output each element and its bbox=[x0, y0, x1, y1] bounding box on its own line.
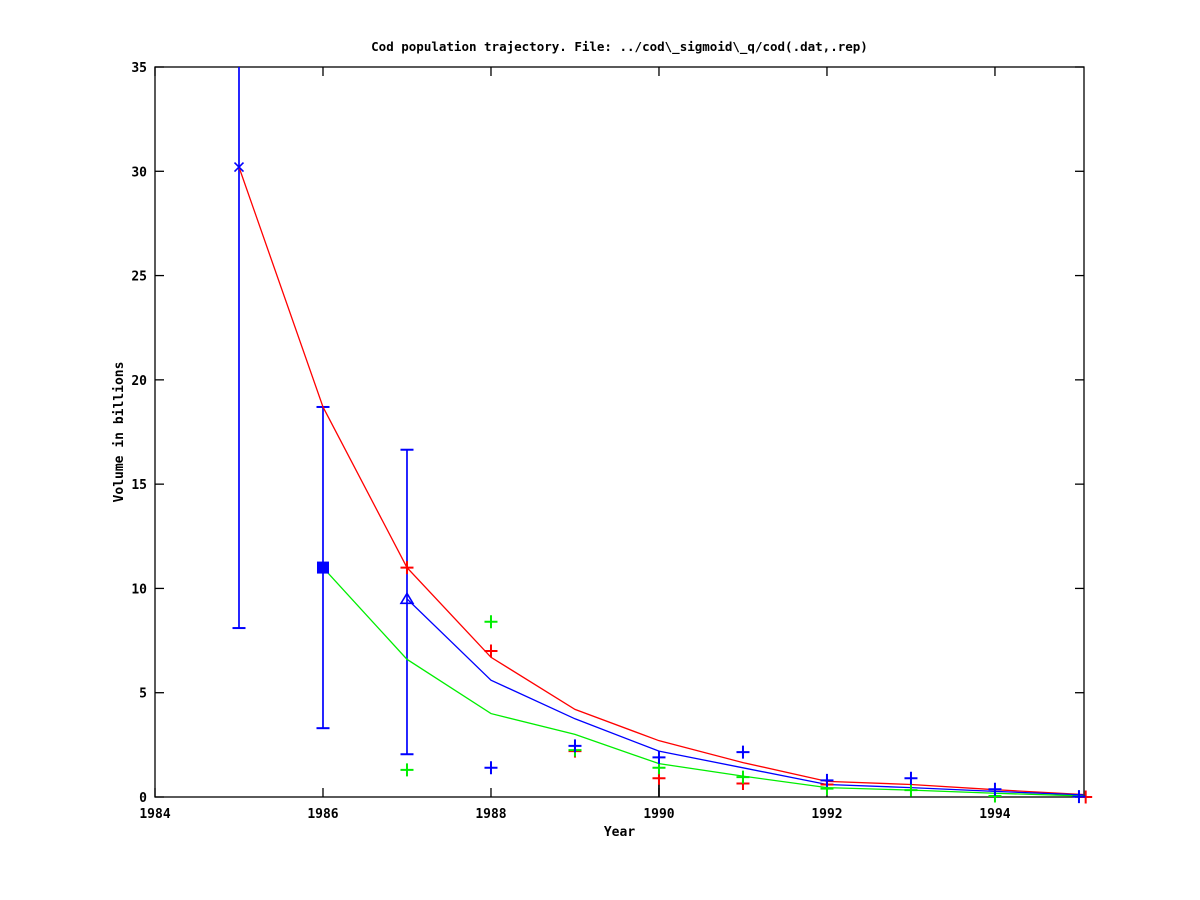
plus-marker bbox=[904, 783, 918, 797]
y-tick-label: 30 bbox=[131, 165, 147, 180]
plus-marker bbox=[484, 644, 498, 658]
y-tick-label: 10 bbox=[131, 582, 147, 597]
y-tick-label: 25 bbox=[131, 270, 147, 285]
x-tick-label: 1990 bbox=[643, 807, 674, 822]
y-axis-label: Volume in billions bbox=[112, 362, 127, 503]
error-bar-1985 bbox=[232, 67, 246, 630]
plus-marker bbox=[400, 561, 414, 575]
x-tick-label: 1986 bbox=[307, 807, 338, 822]
red-plus-points bbox=[400, 561, 1093, 804]
blue-plus-points bbox=[484, 739, 1086, 804]
filled-square-marker bbox=[316, 561, 329, 574]
plus-marker bbox=[400, 763, 414, 777]
x-tick-label: 1984 bbox=[139, 807, 170, 822]
error-bar-1987 bbox=[400, 448, 414, 756]
chart-title: Cod population trajectory. File: ../cod\… bbox=[371, 39, 868, 55]
plus-marker bbox=[736, 770, 750, 784]
plus-marker bbox=[820, 773, 834, 787]
open-triangle-marker bbox=[399, 591, 415, 605]
plus-marker bbox=[1072, 790, 1086, 804]
error-bar-marker-1985 bbox=[233, 162, 245, 173]
x-tick-label: 1994 bbox=[979, 807, 1010, 822]
blue-model-line bbox=[406, 598, 1084, 796]
plus-marker bbox=[568, 739, 582, 753]
y-axis-ticks: 0 5 10 15 20 25 30 35 bbox=[131, 61, 1084, 806]
y-tick-label: 35 bbox=[131, 61, 147, 76]
plus-marker bbox=[484, 761, 498, 775]
x-tick-label: 1992 bbox=[811, 807, 842, 822]
x-marker bbox=[233, 162, 245, 173]
error-bar-marker-1987 bbox=[399, 591, 415, 605]
x-tick-label: 1988 bbox=[475, 807, 506, 822]
y-tick-label: 0 bbox=[139, 791, 147, 806]
x-axis-label: Year bbox=[604, 825, 635, 840]
plus-marker bbox=[736, 745, 750, 759]
green-model-line bbox=[322, 567, 1084, 797]
plus-marker bbox=[484, 615, 498, 629]
y-tick-label: 15 bbox=[131, 478, 147, 493]
plus-marker bbox=[904, 771, 918, 785]
plus-marker bbox=[988, 782, 1002, 796]
y-tick-label: 5 bbox=[139, 687, 147, 702]
plus-marker bbox=[652, 750, 666, 764]
plot-area-border bbox=[154, 66, 1085, 798]
error-bar-marker-1986 bbox=[316, 561, 329, 574]
red-model-line bbox=[238, 166, 1084, 796]
x-axis-ticks: 1984 1986 1988 1990 1992 1994 bbox=[139, 67, 1011, 822]
y-tick-label: 20 bbox=[131, 374, 147, 389]
